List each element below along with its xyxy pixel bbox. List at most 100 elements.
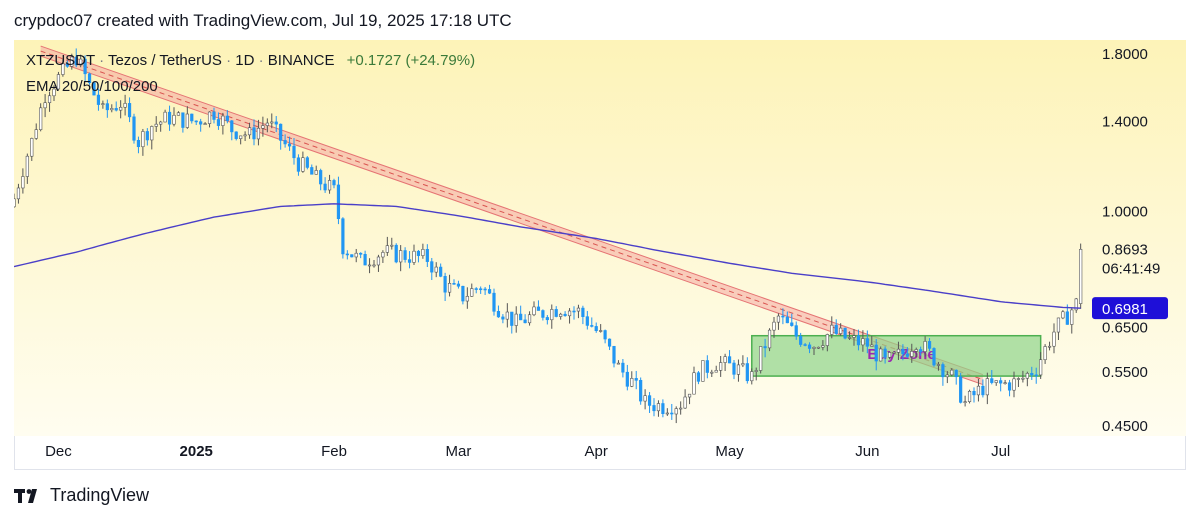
candle-body	[683, 396, 687, 409]
candle-body	[714, 370, 718, 373]
candle-body	[216, 119, 221, 126]
x-tick-label: Feb	[321, 443, 347, 460]
candle-body	[150, 126, 154, 141]
candle-body	[1003, 382, 1007, 384]
candle-body	[163, 111, 167, 123]
candle-body	[696, 372, 701, 382]
candle-body	[136, 139, 141, 148]
candle-body	[830, 324, 834, 335]
candle-body	[656, 403, 661, 412]
candle-body	[496, 311, 501, 318]
candle-body	[1025, 373, 1029, 379]
candle-body	[381, 252, 385, 258]
candle-body	[87, 73, 92, 84]
candle-body	[167, 111, 172, 125]
chart-caption: crypdoc07 created with TradingView.com, …	[14, 11, 512, 30]
candle-body	[687, 393, 692, 398]
candle-body	[30, 138, 34, 157]
candle-body	[487, 289, 492, 294]
x-tick-label: Apr	[585, 443, 608, 460]
candle-body	[674, 408, 678, 415]
candle-body	[883, 348, 887, 358]
candle-body	[585, 316, 589, 326]
candle-body	[599, 330, 603, 332]
legend-change: +0.1727 (+24.79%)	[346, 52, 476, 69]
candle-body	[390, 244, 394, 247]
candle-body	[776, 315, 781, 323]
legend-symbol: XTZUSDT	[26, 52, 95, 69]
candle-body	[639, 380, 643, 402]
candle-body	[1007, 382, 1012, 391]
candle-body	[527, 314, 532, 324]
candle-body	[416, 250, 421, 256]
candle-body	[910, 351, 914, 357]
candle-body	[990, 378, 994, 383]
candle-body	[367, 264, 372, 267]
candle-body	[145, 131, 149, 141]
last-price-label: 0.8693	[1102, 241, 1148, 258]
candle-body	[892, 352, 896, 354]
candle-body	[616, 362, 621, 365]
candle-body	[425, 249, 429, 262]
candle-body	[523, 319, 527, 324]
legend-name: Tezos / TetherUS	[107, 52, 222, 69]
candle-body	[532, 306, 536, 316]
candle-body	[927, 341, 932, 349]
candle-body	[919, 349, 923, 352]
candle-body	[887, 352, 892, 358]
candle-body	[403, 250, 407, 260]
candle-body	[21, 176, 25, 189]
candle-body	[647, 395, 652, 406]
candle-body	[52, 88, 56, 97]
candle-body	[199, 121, 203, 125]
y-tick-label: 0.6500	[1102, 319, 1148, 336]
candle-body	[407, 259, 412, 263]
candle-body	[834, 324, 838, 334]
candle-body	[279, 123, 283, 141]
candle-body	[963, 401, 967, 403]
footer-brand: TradingView	[50, 485, 150, 505]
candle-body	[1070, 309, 1074, 325]
candle-body	[430, 261, 434, 273]
candle-body	[194, 120, 198, 123]
candle-body	[74, 56, 78, 66]
candle-body	[47, 95, 52, 104]
candle-body	[443, 276, 447, 293]
candle-body	[821, 345, 825, 348]
candle-body	[932, 348, 936, 366]
candle-body	[559, 313, 563, 317]
symbol-legend: XTZUSDT · Tezos / TetherUS · 1D · BINANC…	[26, 52, 476, 69]
candle-body	[954, 369, 958, 378]
candle-body	[501, 316, 505, 320]
candle-body	[630, 378, 634, 387]
candle-body	[590, 325, 594, 327]
candle-body	[781, 315, 785, 318]
candle-body	[950, 369, 954, 376]
candle-body	[750, 371, 754, 382]
candle-body	[839, 327, 843, 334]
candle-body	[243, 134, 247, 137]
candle-body	[510, 311, 514, 326]
candle-body	[225, 115, 229, 122]
candle-body	[385, 245, 389, 253]
candle-body	[1052, 331, 1056, 347]
candle-body	[439, 266, 443, 277]
candle-body	[959, 376, 963, 403]
candle-body	[803, 344, 807, 346]
candle-body	[1079, 249, 1083, 304]
candle-body	[1039, 359, 1043, 376]
candle-body	[372, 264, 376, 267]
candle-body	[123, 103, 127, 108]
candle-body	[976, 385, 981, 396]
candle-body	[861, 338, 865, 346]
candle-body	[759, 346, 763, 371]
candle-body	[985, 378, 989, 396]
candle-body	[643, 395, 647, 402]
candle-body	[679, 407, 683, 410]
candle-body	[114, 108, 118, 111]
candle-body	[603, 330, 607, 340]
candle-body	[203, 123, 207, 125]
candle-body	[732, 362, 736, 375]
price-chart[interactable]: Buy Zone 1.80001.40001.00000.65000.55000…	[14, 40, 1186, 470]
candle-body	[305, 157, 309, 168]
